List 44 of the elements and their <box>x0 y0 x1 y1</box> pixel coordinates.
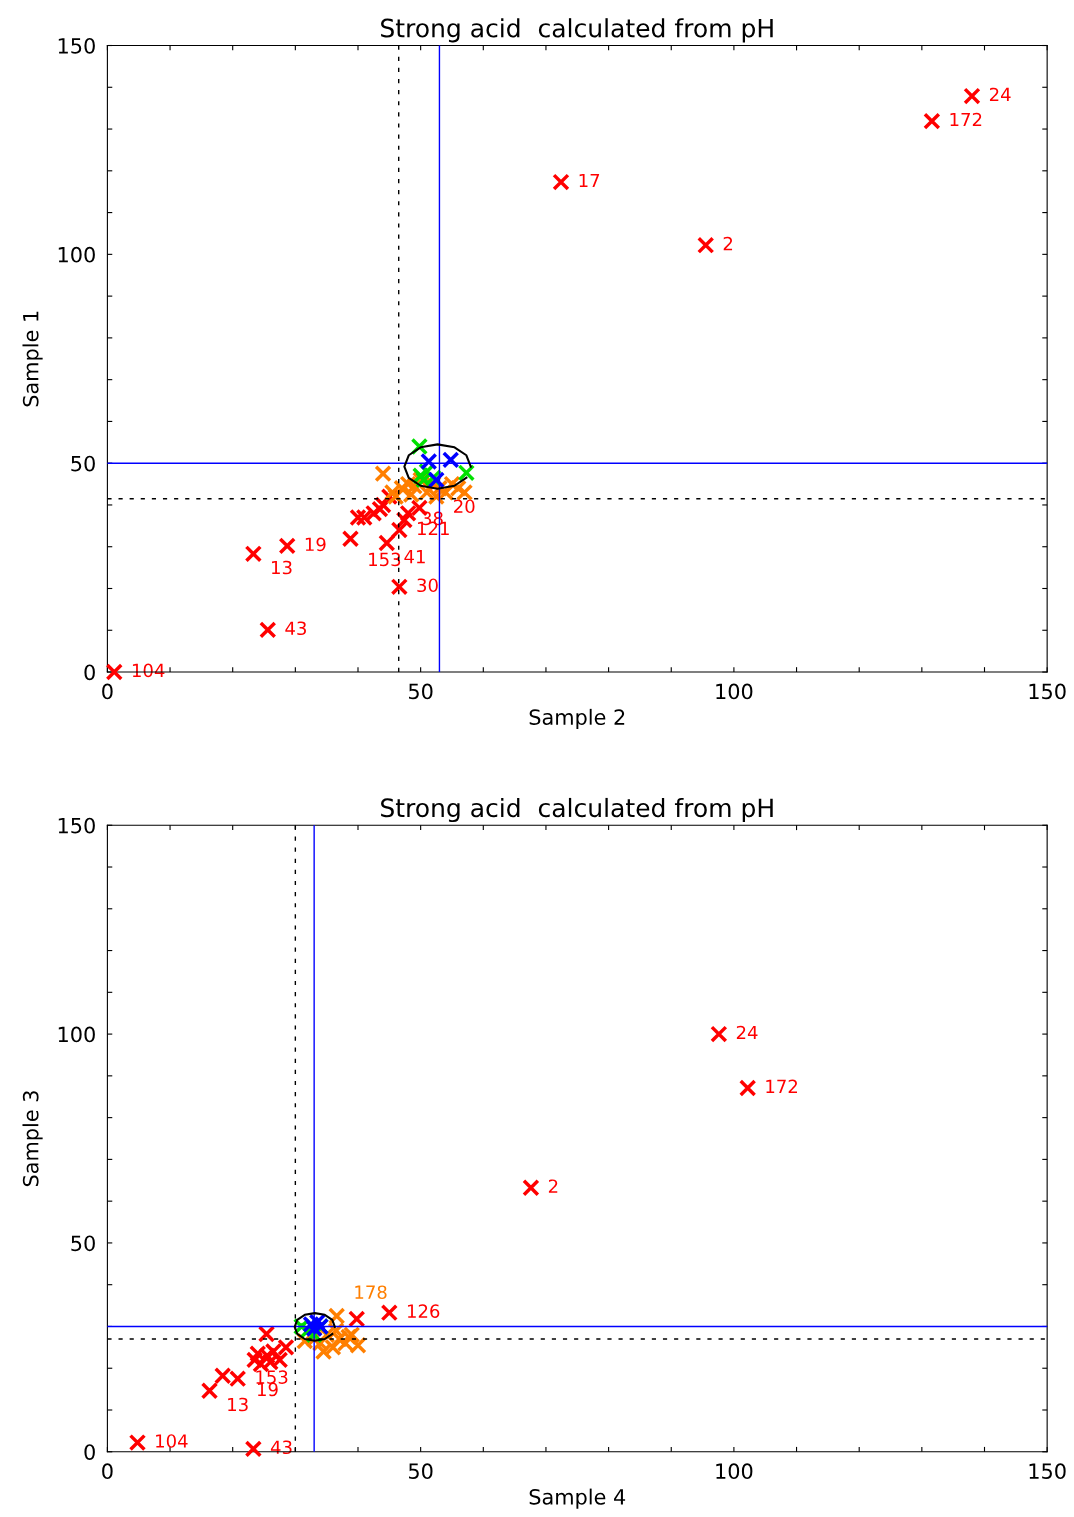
chart-title: Strong acid calculated from pH <box>381 797 773 823</box>
x-tick-label: 100 <box>716 1463 753 1480</box>
x-tick-label: 100 <box>716 683 753 700</box>
annotation: 178 <box>355 1285 387 1300</box>
annotation: 2 <box>723 236 733 251</box>
chart-title: Strong acid calculated from pH <box>381 18 773 43</box>
annotation: 126 <box>407 1304 440 1318</box>
annotation: 172 <box>950 112 982 127</box>
x-axis-title: Sample 4 <box>529 1488 626 1509</box>
y-axis-title: Sample 1 <box>22 311 43 407</box>
annotation: 41 <box>404 550 425 564</box>
annotation: 153 <box>256 1370 288 1384</box>
x-tick-label: 50 <box>409 683 433 700</box>
annotation: 24 <box>989 87 1011 102</box>
y-tick-label: 100 <box>58 246 95 263</box>
annotation: 20 <box>454 499 475 514</box>
annotation: 17 <box>579 173 600 188</box>
x-axis-title: Sample 2 <box>529 708 625 730</box>
x-tick-label: 0 <box>102 1463 113 1480</box>
x-tick-label: 0 <box>102 683 113 700</box>
annotation: 172 <box>766 1079 797 1093</box>
y-tick-label: 100 <box>58 1026 95 1043</box>
y-tick-label: 50 <box>71 1235 95 1252</box>
y-tick-label: 50 <box>71 455 95 472</box>
annotation: 104 <box>156 1434 188 1448</box>
y-axis-title: Sample 3 <box>22 1091 43 1187</box>
x-tick-label: 150 <box>1029 683 1066 700</box>
y-tick-label: 150 <box>58 37 95 54</box>
annotation: 19 <box>305 537 326 552</box>
annotation: 2 <box>548 1179 558 1193</box>
annotation: 43 <box>270 1440 292 1455</box>
annotation: 13 <box>272 560 292 575</box>
annotation: 104 <box>132 663 165 678</box>
x-tick-label: 150 <box>1029 1463 1066 1480</box>
y-tick-label: 150 <box>58 817 95 834</box>
annotation: 153 <box>369 552 401 567</box>
y-tick-label: 0 <box>84 1444 95 1460</box>
annotation: 19 <box>257 1382 278 1397</box>
x-tick-label: 50 <box>409 1463 433 1480</box>
annotation: 30 <box>417 578 438 593</box>
annotation: 24 <box>736 1025 758 1040</box>
annotation: 13 <box>228 1397 248 1412</box>
y-tick-label: 0 <box>84 664 95 681</box>
annotation: 43 <box>285 621 306 636</box>
